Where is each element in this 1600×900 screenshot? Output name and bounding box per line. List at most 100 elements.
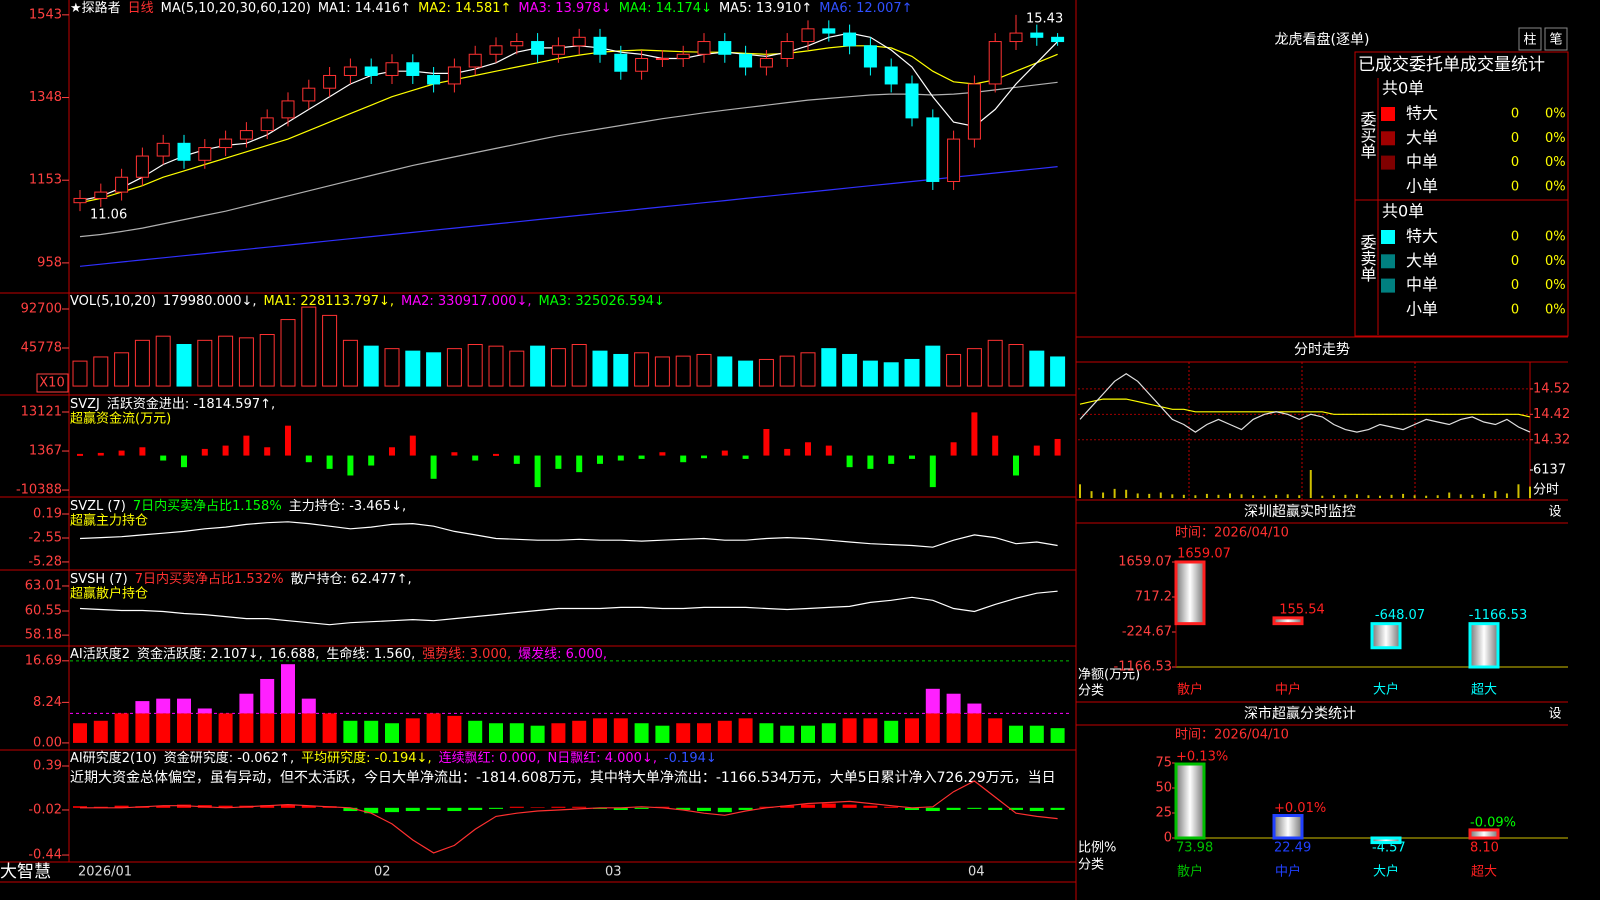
row-count: 0 bbox=[1511, 107, 1519, 122]
group-label: 委卖单 bbox=[1358, 234, 1377, 282]
button[interactable]: 柱 bbox=[1523, 33, 1536, 48]
flow-bar bbox=[222, 445, 229, 456]
header-item: -0.194↓ bbox=[664, 751, 717, 766]
flow-bar bbox=[118, 450, 125, 456]
research-line bbox=[80, 780, 1058, 854]
header-item: 爆发线: 6.000, bbox=[518, 646, 607, 662]
active-bar-burst bbox=[156, 698, 171, 714]
candle-body bbox=[531, 41, 545, 55]
active-bar bbox=[260, 713, 275, 743]
intraday-volume bbox=[1205, 493, 1208, 498]
research-bar bbox=[821, 803, 836, 808]
button-frame[interactable] bbox=[1544, 27, 1568, 51]
active-bar bbox=[655, 725, 670, 743]
app-name: 大智慧 bbox=[0, 862, 51, 882]
button[interactable]: 设 bbox=[1548, 707, 1561, 722]
intraday-volume bbox=[1425, 495, 1428, 498]
flow-bar bbox=[347, 455, 354, 476]
header-item: MA2: 14.581↑ bbox=[418, 1, 511, 16]
flow-bar bbox=[264, 447, 271, 456]
header-item: AI活跃度2 bbox=[70, 646, 130, 662]
intraday-volume bbox=[1159, 492, 1162, 498]
candle-body bbox=[406, 62, 420, 76]
change-label: -0.09% bbox=[1470, 815, 1516, 830]
active-bar bbox=[780, 725, 795, 743]
active-bar bbox=[821, 723, 836, 743]
ma-line bbox=[79, 45, 1058, 204]
date-label: 04 bbox=[968, 865, 985, 880]
research-bar bbox=[967, 807, 982, 809]
flow-bar bbox=[617, 455, 624, 461]
y-tick-label: -2.55 bbox=[28, 531, 62, 546]
panel-header: AI活跃度2 资金活跃度: 2.107↓, 16.688, 生命线: 1.560, 强势… bbox=[70, 646, 607, 662]
flow-bar bbox=[305, 455, 312, 463]
y-tick-label: 0.19 bbox=[33, 507, 62, 522]
y-tick-label: -0.02 bbox=[28, 802, 62, 817]
value-label: 155.54 bbox=[1279, 602, 1325, 617]
button[interactable]: 设 bbox=[1548, 505, 1561, 520]
category-label: 大户 bbox=[1373, 864, 1399, 880]
header-item: MA1: 228113.797↓, bbox=[264, 294, 395, 309]
axis-label: 分类 bbox=[1078, 684, 1104, 699]
header-item: VOL(5,10,20) bbox=[70, 294, 156, 309]
research-bar bbox=[1029, 807, 1044, 812]
volume-bar bbox=[634, 352, 650, 387]
active-bar bbox=[426, 713, 441, 743]
y-tick-label: 58.18 bbox=[25, 628, 62, 643]
group-label: 委买单 bbox=[1358, 111, 1377, 159]
active-bar-burst bbox=[135, 701, 150, 714]
flow-bar bbox=[201, 448, 208, 456]
active-bar bbox=[281, 713, 295, 743]
volume-bar bbox=[862, 360, 878, 387]
header-item: AI研究度2(10) bbox=[70, 750, 157, 766]
row-ratio: 0% bbox=[1545, 254, 1566, 269]
category-label: 超大 bbox=[1471, 865, 1497, 880]
row-count: 0 bbox=[1511, 302, 1519, 317]
row-name: 特大 bbox=[1406, 227, 1438, 246]
row-ratio: 0% bbox=[1545, 179, 1566, 194]
active-bar-burst bbox=[946, 693, 961, 714]
flow-bar bbox=[326, 455, 333, 469]
analysis-note: 近期大资金总体偏空，虽有异动，但不太活跃，今日大单净流出：-1814.608万元… bbox=[70, 770, 1056, 786]
volume-bar bbox=[883, 362, 899, 387]
candle-body bbox=[801, 28, 815, 43]
volume-bar bbox=[197, 339, 213, 387]
panel-subtitle: 超赢主力持仓 bbox=[70, 513, 148, 529]
group-total: 共0单 bbox=[1382, 79, 1424, 98]
research-bar bbox=[572, 806, 587, 808]
flow-bar bbox=[513, 455, 520, 464]
category-bar bbox=[1272, 616, 1304, 626]
y-tick-label: -0.44 bbox=[28, 848, 62, 863]
table-heading: 已成交委托单成交量统计 bbox=[1358, 55, 1545, 75]
volume-bar bbox=[966, 348, 982, 387]
color-swatch bbox=[1381, 278, 1395, 293]
candle-body bbox=[905, 83, 919, 119]
candle-body bbox=[364, 66, 378, 76]
research-bar bbox=[260, 805, 275, 808]
y-tick-label: 45778 bbox=[21, 340, 62, 355]
research-bar bbox=[364, 807, 379, 814]
intraday-volume bbox=[1298, 495, 1301, 498]
row-ratio: 0% bbox=[1545, 131, 1566, 146]
volume-bar bbox=[280, 319, 296, 387]
volume-bar bbox=[738, 360, 754, 387]
research-bar bbox=[509, 806, 524, 808]
active-bar bbox=[988, 718, 1003, 743]
flow-bar bbox=[950, 442, 957, 456]
value-label: 8.10 bbox=[1470, 841, 1499, 856]
axis-label: 比例% bbox=[1078, 841, 1116, 856]
y-tick-label: -10388 bbox=[16, 483, 62, 498]
flow-bar bbox=[409, 435, 416, 456]
button[interactable]: 笔 bbox=[1549, 32, 1562, 48]
flow-bar bbox=[971, 412, 978, 456]
flow-bar bbox=[1013, 455, 1019, 476]
volume-bar bbox=[176, 343, 192, 387]
button-frame[interactable] bbox=[1518, 27, 1542, 51]
active-bar bbox=[489, 723, 503, 743]
candle-body bbox=[759, 58, 773, 68]
candle-body bbox=[115, 176, 129, 193]
axis-label: 净额(万元) bbox=[1078, 668, 1140, 683]
volume-bar bbox=[488, 345, 504, 387]
ma-line bbox=[79, 166, 1058, 267]
